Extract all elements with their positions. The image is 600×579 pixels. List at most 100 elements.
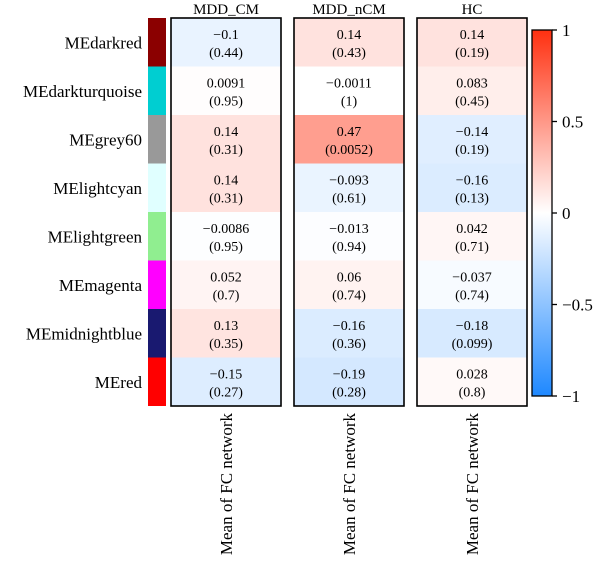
cell-pvalue-label: (0.099) bbox=[452, 337, 493, 352]
heatmap-cell bbox=[294, 309, 404, 358]
colorbar-tick-label: 0.5 bbox=[562, 113, 583, 132]
cell-value-label: −0.037 bbox=[452, 271, 491, 286]
cell-pvalue-label: (0.74) bbox=[455, 289, 489, 304]
cell-pvalue-label: (0.61) bbox=[332, 192, 366, 207]
cell-pvalue-label: (0.74) bbox=[332, 289, 366, 304]
cell-value-label: −0.14 bbox=[456, 125, 488, 140]
cell-pvalue-label: (0.45) bbox=[455, 95, 489, 110]
row-label: MElightcyan bbox=[53, 179, 142, 198]
cell-value-label: −0.0011 bbox=[326, 77, 372, 92]
column-frames bbox=[170, 17, 528, 407]
cell-value-label: 0.14 bbox=[214, 174, 239, 189]
cell-value-label: 0.13 bbox=[214, 319, 239, 334]
cell-value-label: −0.19 bbox=[333, 368, 365, 383]
cell-value-label: 0.083 bbox=[456, 77, 488, 92]
column-title: MDD_CM bbox=[193, 2, 259, 18]
cell-pvalue-label: (1) bbox=[341, 95, 358, 110]
cell-value-label: 0.0091 bbox=[207, 77, 246, 92]
cell-value-label: 0.06 bbox=[337, 271, 362, 286]
colorbar-tick-label: 0 bbox=[562, 204, 571, 223]
colorbar-tick-label: 1 bbox=[562, 21, 571, 40]
cell-value-label: 0.14 bbox=[460, 28, 485, 43]
module-color-swatch bbox=[148, 212, 166, 261]
module-color-swatch bbox=[148, 163, 166, 212]
cell-value-label: −0.0086 bbox=[203, 222, 249, 237]
cell-value-label: −0.013 bbox=[329, 222, 368, 237]
column-bottom-label: Mean of FC network bbox=[217, 413, 236, 556]
colorbar-tick-label: −0.5 bbox=[562, 296, 593, 315]
heatmap-cells: −0.1 (0.44) 0.0091 (0.95) 0.14 (0.31) 0.14 (0.3… bbox=[171, 18, 527, 406]
row-label: MEmagenta bbox=[59, 276, 143, 295]
cell-pvalue-label: (0.19) bbox=[455, 143, 489, 158]
heatmap-cell bbox=[417, 309, 527, 358]
heatmap-cell bbox=[417, 66, 527, 115]
cell-pvalue-label: (0.95) bbox=[209, 95, 243, 110]
cell-value-label: 0.14 bbox=[337, 28, 362, 43]
heatmap-cell bbox=[171, 309, 281, 358]
cell-value-label: −0.15 bbox=[210, 368, 242, 383]
cell-value-label: 0.47 bbox=[337, 125, 362, 140]
cell-pvalue-label: (0.43) bbox=[332, 46, 366, 61]
heatmap-cell bbox=[417, 115, 527, 164]
colorbar-tick-label: −1 bbox=[562, 387, 580, 406]
row-label: MEdarkred bbox=[65, 33, 143, 52]
heatmap-cell bbox=[171, 357, 281, 406]
column-bottom-label: Mean of FC network bbox=[463, 413, 482, 556]
column-frame bbox=[416, 17, 528, 407]
cell-pvalue-label: (0.95) bbox=[209, 240, 243, 255]
row-label: MEred bbox=[95, 373, 143, 392]
module-color-strip bbox=[148, 18, 166, 406]
heatmap-cell bbox=[171, 115, 281, 164]
column-title: HC bbox=[462, 2, 483, 18]
heatmap-cell bbox=[294, 66, 404, 115]
heatmap-cell bbox=[294, 260, 404, 309]
row-label: MEgrey60 bbox=[69, 130, 142, 149]
cell-value-label: 0.042 bbox=[456, 222, 488, 237]
cell-pvalue-label: (0.8) bbox=[459, 386, 486, 401]
cell-pvalue-label: (0.31) bbox=[209, 143, 243, 158]
cell-value-label: −0.16 bbox=[333, 319, 365, 334]
heatmap-cell bbox=[171, 260, 281, 309]
column-titles: MDD_CM MDD_nCM HC bbox=[193, 2, 482, 18]
row-label: MEdarkturquoise bbox=[23, 82, 142, 101]
colorbar: 1 0.5 0 −0.5 −1 bbox=[531, 21, 593, 406]
heatmap-cell bbox=[417, 18, 527, 67]
cell-value-label: −0.093 bbox=[329, 174, 368, 189]
heatmap-cell bbox=[294, 357, 404, 406]
cell-pvalue-label: (0.19) bbox=[455, 46, 489, 61]
column-frame bbox=[170, 17, 282, 407]
cell-pvalue-label: (0.31) bbox=[209, 192, 243, 207]
heatmap-cell bbox=[294, 18, 404, 67]
column-bottom-label: Mean of FC network bbox=[340, 413, 359, 556]
cell-pvalue-label: (0.28) bbox=[332, 386, 366, 401]
cell-pvalue-label: (0.27) bbox=[209, 386, 243, 401]
heatmap-cell bbox=[294, 212, 404, 261]
cell-pvalue-label: (0.13) bbox=[455, 192, 489, 207]
heatmap-cell bbox=[294, 115, 404, 164]
module-color-swatch bbox=[148, 18, 166, 67]
cell-pvalue-label: (0.71) bbox=[455, 240, 489, 255]
cell-pvalue-label: (0.7) bbox=[213, 289, 240, 304]
column-frame bbox=[293, 17, 405, 407]
cell-value-label: −0.1 bbox=[213, 28, 238, 43]
module-color-swatch bbox=[148, 66, 166, 115]
cell-value-label: −0.18 bbox=[456, 319, 488, 334]
row-labels: MEdarkred MEdarkturquoise MEgrey60 MElightc… bbox=[23, 33, 142, 392]
cell-value-label: 0.028 bbox=[456, 368, 488, 383]
heatmap-cell bbox=[171, 66, 281, 115]
column-title: MDD_nCM bbox=[312, 2, 385, 18]
module-color-swatch bbox=[148, 260, 166, 309]
module-color-swatch bbox=[148, 115, 166, 164]
heatmap-cell bbox=[417, 163, 527, 212]
column-bottom-labels: Mean of FC network Mean of FC network Mean… bbox=[217, 413, 482, 556]
heatmap-cell bbox=[171, 163, 281, 212]
colorbar-gradient bbox=[531, 29, 553, 397]
cell-pvalue-label: (0.0052) bbox=[325, 143, 373, 158]
colorbar-ticks: 1 0.5 0 −0.5 −1 bbox=[552, 21, 593, 406]
heatmap-cell bbox=[417, 212, 527, 261]
row-label: MElightgreen bbox=[48, 227, 143, 246]
cell-pvalue-label: (0.35) bbox=[209, 337, 243, 352]
module-color-swatch bbox=[148, 357, 166, 406]
heatmap-cell bbox=[417, 260, 527, 309]
